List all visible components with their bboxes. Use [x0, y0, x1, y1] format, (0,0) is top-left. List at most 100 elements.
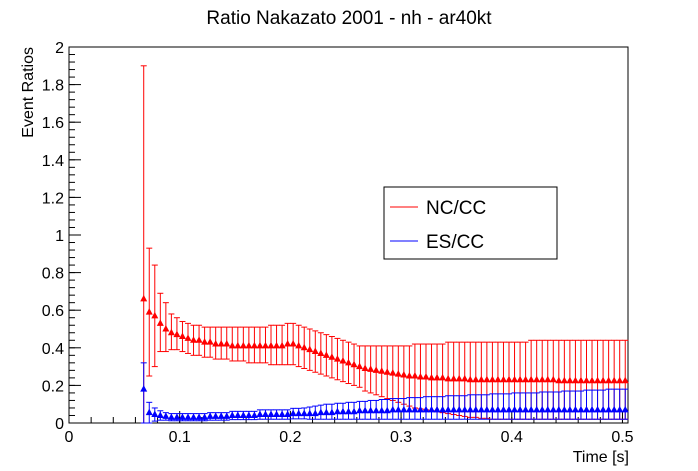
x-tick-label: 0.5 [611, 429, 633, 446]
marker-nc-cc [505, 375, 513, 383]
marker-nc-cc [610, 376, 618, 384]
marker-es-cc [439, 405, 447, 413]
marker-es-cc [599, 405, 607, 413]
marker-es-cc [350, 407, 358, 415]
marker-es-cc [212, 412, 220, 419]
marker-nc-cc [616, 376, 624, 384]
marker-nc-cc [499, 375, 507, 383]
marker-es-cc [239, 411, 247, 418]
marker-nc-cc [145, 308, 153, 315]
marker-nc-cc [140, 294, 148, 302]
marker-es-cc [245, 411, 253, 418]
marker-es-cc [394, 405, 402, 413]
marker-nc-cc [577, 376, 585, 384]
marker-nc-cc [450, 374, 458, 382]
marker-nc-cc [339, 356, 347, 364]
marker-es-cc [339, 407, 347, 415]
marker-nc-cc [167, 328, 175, 336]
marker-nc-cc [350, 360, 358, 368]
marker-es-cc [322, 408, 330, 416]
y-tick-label: 1.6 [42, 115, 64, 132]
y-tick-label: 2 [55, 40, 64, 57]
marker-es-cc [383, 406, 391, 414]
marker-es-cc [267, 410, 275, 418]
marker-es-cc [206, 412, 214, 419]
marker-es-cc [472, 405, 480, 413]
marker-nc-cc [538, 375, 546, 383]
marker-nc-cc [178, 332, 186, 340]
legend-label-nc-cc: NC/CC [426, 198, 486, 219]
marker-es-cc [588, 405, 596, 413]
marker-es-cc [162, 412, 170, 419]
marker-nc-cc [261, 341, 269, 349]
marker-es-cc [273, 410, 281, 418]
marker-nc-cc [511, 375, 519, 383]
y-tick-label: 1 [55, 228, 64, 245]
marker-nc-cc [594, 376, 602, 384]
marker-nc-cc [367, 365, 375, 372]
marker-es-cc [444, 405, 452, 413]
marker-nc-cc [278, 341, 286, 349]
marker-es-cc [411, 405, 419, 413]
y-tick-label: 1.4 [42, 153, 64, 170]
marker-nc-cc [328, 353, 336, 360]
marker-es-cc [594, 405, 602, 413]
marker-es-cc [345, 407, 352, 415]
marker-es-cc [378, 406, 386, 414]
marker-nc-cc [184, 334, 192, 341]
x-axis-label: Time [s] [573, 449, 629, 466]
marker-nc-cc [295, 341, 303, 349]
marker-es-cc [201, 413, 209, 420]
marker-nc-cc [439, 373, 447, 381]
marker-nc-cc [223, 340, 231, 347]
marker-nc-cc [527, 375, 535, 383]
marker-nc-cc [212, 340, 220, 347]
marker-es-cc [505, 405, 513, 413]
marker-nc-cc [428, 373, 436, 381]
marker-es-cc [555, 405, 563, 413]
marker-nc-cc [361, 364, 369, 371]
marker-es-cc [145, 408, 153, 416]
marker-nc-cc [190, 336, 198, 343]
marker-es-cc [190, 413, 198, 420]
marker-nc-cc [217, 340, 225, 347]
marker-nc-cc [256, 341, 264, 349]
marker-nc-cc [544, 375, 552, 383]
marker-es-cc [284, 410, 292, 418]
marker-nc-cc [444, 374, 452, 382]
x-tick-label: 0 [65, 429, 74, 446]
marker-nc-cc [151, 311, 159, 319]
marker-nc-cc [433, 373, 441, 381]
x-tick-label: 0.4 [501, 429, 523, 446]
marker-es-cc [428, 405, 436, 413]
marker-es-cc [577, 405, 585, 413]
marker-nc-cc [201, 338, 209, 345]
marker-nc-cc [317, 349, 325, 356]
marker-nc-cc [156, 319, 164, 326]
marker-nc-cc [400, 371, 408, 378]
marker-nc-cc [605, 376, 613, 384]
marker-es-cc [477, 405, 485, 413]
marker-es-cc [605, 405, 613, 413]
marker-nc-cc [405, 372, 413, 379]
marker-es-cc [295, 409, 303, 417]
legend: NC/CC ES/CC [383, 186, 558, 260]
marker-es-cc [533, 405, 541, 413]
marker-es-cc [311, 409, 319, 417]
marker-nc-cc [472, 375, 480, 383]
marker-es-cc [538, 405, 546, 413]
marker-nc-cc [383, 368, 391, 375]
marker-es-cc [549, 405, 557, 413]
marker-es-cc [256, 410, 264, 418]
y-axis-label: Event Ratios [20, 47, 37, 138]
marker-es-cc [499, 405, 507, 413]
marker-nc-cc [267, 341, 275, 349]
marker-es-cc [400, 405, 408, 413]
marker-es-cc [621, 405, 629, 413]
y-tick-label: 1.2 [42, 190, 64, 207]
plot-area: 0 0.1 0.2 0.3 0.4 0.5 0 0.2 0.4 0.6 0.8 1 1.2 1.4 1.6 1… [42, 40, 634, 446]
marker-es-cc [300, 409, 308, 417]
marker-es-cc [610, 405, 618, 413]
